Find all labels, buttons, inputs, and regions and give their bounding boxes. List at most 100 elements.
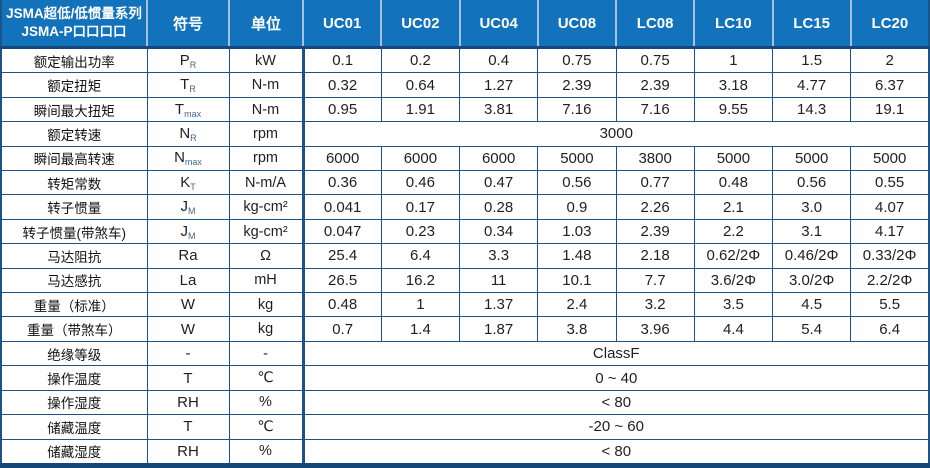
cell-value: 0.23: [380, 218, 461, 245]
row-symbol: RH: [146, 438, 230, 467]
cell-value: 0.2: [380, 46, 461, 74]
cell-value: 3800: [615, 145, 695, 172]
cell-value: 2.18: [615, 243, 695, 269]
spec-table-body: 额定输出功率 PR kW 0.1 0.2 0.4 0.75 0.75 1 1.5 2 额定扭矩 TR N-…: [0, 46, 930, 467]
cell-value: 6000: [380, 145, 461, 172]
row-label: 操作湿度: [0, 389, 148, 416]
cell-value: 2.39: [615, 218, 695, 245]
cell-value: 9.55: [693, 96, 774, 123]
cell-value: 1.5: [771, 46, 852, 74]
table-row: 转子惯量(带煞车) JM kg-cm² 0.047 0.23 0.34 1.03 2.39 2.…: [0, 218, 930, 245]
cell-value: 3.1: [771, 218, 852, 245]
row-unit: %: [228, 389, 304, 416]
table-row: 绝缘等级 - - ClassF: [0, 340, 930, 367]
symbol-base: Ra: [178, 247, 198, 265]
table-row: 操作温度 T ℃ 0 ~ 40: [0, 365, 930, 391]
row-unit: kW: [228, 46, 304, 74]
table-row: 额定扭矩 TR N-m 0.32 0.64 1.27 2.39 2.39 3.18 4.77 6.3…: [0, 72, 930, 98]
row-symbol: Nmax: [146, 145, 230, 172]
cell-value: 0.55: [850, 170, 930, 196]
row-unit: rpm: [228, 145, 304, 172]
row-unit: kg: [228, 316, 304, 342]
cell-value: 3.2: [615, 292, 695, 318]
row-unit: ℃: [228, 414, 304, 440]
row-symbol: T: [146, 414, 230, 440]
cell-value: 16.2: [380, 267, 461, 294]
row-unit: ℃: [228, 365, 304, 391]
cell-value: 0.36: [301, 170, 382, 196]
symbol-subscript: R: [189, 84, 196, 95]
cell-value: 1: [693, 46, 774, 74]
symbol-base: T: [183, 369, 193, 387]
cell-value: 19.1: [850, 96, 930, 123]
row-symbol: JM: [146, 194, 230, 220]
row-symbol: La: [146, 267, 230, 294]
row-symbol: Ra: [146, 243, 230, 269]
symbol-subscript: R: [190, 132, 197, 143]
symbol-base: J: [180, 222, 189, 240]
row-label: 马达阻抗: [0, 243, 148, 269]
column-header-model-uc08: UC08: [537, 0, 618, 49]
row-merged-value: -20 ~ 60: [301, 414, 930, 440]
symbol-subscript: M: [188, 206, 196, 217]
cell-value: 0.33/2Φ: [850, 243, 930, 269]
cell-value: 6000: [458, 145, 539, 172]
symbol-base: W: [180, 296, 196, 314]
symbol-base: La: [179, 271, 197, 289]
row-symbol: JM: [146, 218, 230, 245]
cell-value: 4.5: [771, 292, 852, 318]
cell-value: 3.18: [693, 72, 774, 98]
column-header-model-lc20: LC20: [850, 0, 929, 49]
cell-value: 6.4: [380, 243, 461, 269]
cell-value: 6000: [301, 145, 382, 172]
cell-value: 3.6/2Φ: [693, 267, 774, 294]
column-header-model-uc01: UC01: [303, 0, 383, 49]
row-unit: N-m: [228, 72, 304, 98]
symbol-subscript: max: [184, 157, 202, 168]
cell-value: 3.8: [537, 316, 617, 342]
cell-value: 2.2: [693, 218, 774, 245]
symbol-base: W: [180, 320, 196, 338]
cell-value: 3.3: [458, 243, 539, 269]
cell-value: 6.37: [850, 72, 930, 98]
table-row: 马达感抗 La mH 26.5 16.2 11 10.1 7.7 3.6/2Φ 3.0/2Φ 2.2…: [0, 267, 930, 294]
cell-value: 11: [458, 267, 539, 294]
column-header-model-uc02: UC02: [381, 0, 461, 49]
cell-value: 0.56: [771, 170, 852, 196]
row-label: 额定转速: [0, 121, 148, 147]
column-header-model-lc15: LC15: [772, 0, 852, 49]
cell-value: 1.48: [537, 243, 617, 269]
table-row: 瞬间最高转速 Nmax rpm 6000 6000 6000 5000 3800 5000 500…: [0, 145, 930, 172]
cell-value: 2.39: [537, 72, 617, 98]
row-label: 瞬间最高转速: [0, 145, 148, 172]
cell-value: 3.81: [458, 96, 539, 123]
symbol-base: -: [185, 345, 191, 363]
cell-value: 2.4: [537, 292, 617, 318]
cell-value: 4.77: [771, 72, 852, 98]
cell-value: 2.39: [615, 72, 695, 98]
column-header-model-uc04: UC04: [459, 0, 539, 49]
table-row: 储藏温度 T ℃ -20 ~ 60: [0, 414, 930, 440]
row-label: 额定扭矩: [0, 72, 148, 98]
symbol-base: RH: [177, 393, 199, 411]
row-merged-value: < 80: [301, 438, 930, 467]
row-unit: kg: [228, 292, 304, 318]
row-label: 额定输出功率: [0, 46, 148, 74]
cell-value: 0.17: [380, 194, 461, 220]
cell-value: 26.5: [301, 267, 382, 294]
column-header-unit: 单位: [229, 0, 304, 49]
symbol-base: P: [179, 51, 190, 69]
cell-value: 0.047: [301, 218, 382, 245]
row-merged-value: 0 ~ 40: [301, 365, 930, 391]
row-symbol: W: [146, 292, 230, 318]
symbol-subscript: T: [190, 181, 196, 192]
row-merged-value: 3000: [301, 121, 930, 147]
cell-value: 2.1: [693, 194, 774, 220]
symbol-subscript: max: [184, 108, 202, 119]
cell-value: 7.7: [615, 267, 695, 294]
cell-value: 3.96: [615, 316, 695, 342]
symbol-subscript: R: [189, 59, 197, 70]
row-label: 马达感抗: [0, 267, 148, 294]
